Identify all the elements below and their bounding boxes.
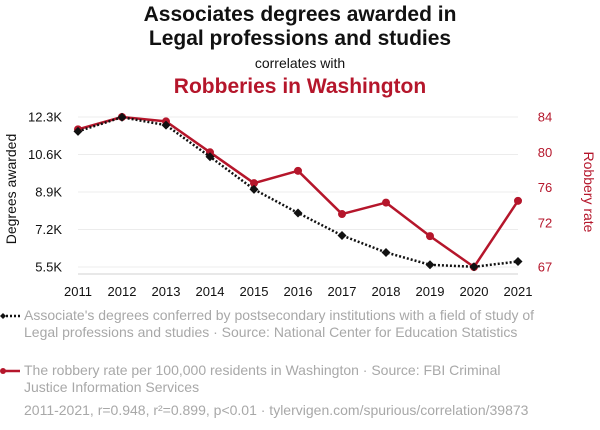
chart-title-line-1: Associates degrees awarded in	[143, 3, 457, 26]
x-tick-label: 2021	[504, 284, 533, 299]
chart-title-line-2: Legal professions and studies	[148, 27, 452, 50]
left-tick-label: 8.9K	[35, 185, 62, 200]
right-tick-label: 84	[538, 110, 552, 125]
x-tick-label: 2020	[460, 284, 489, 299]
degrees-point	[381, 247, 391, 257]
x-tick-label: 2015	[240, 284, 269, 299]
degrees-point	[513, 256, 523, 266]
degrees-point	[205, 152, 215, 162]
x-tick-label: 2012	[108, 284, 137, 299]
x-tick-label: 2011	[64, 284, 92, 299]
right-tick-label: 80	[538, 145, 552, 160]
x-tick-label: 2014	[196, 284, 225, 299]
right-tick-label: 72	[538, 215, 552, 230]
x-tick-label: 2019	[416, 284, 445, 299]
right-axis-title: Robbery rate	[581, 152, 597, 233]
correlates-with-label: correlates with	[254, 55, 346, 71]
right-tick-label: 76	[538, 180, 552, 195]
x-tick-label: 2017	[328, 284, 357, 299]
legend-key-robbery-icon	[0, 368, 20, 374]
x-tick-label: 2016	[284, 284, 313, 299]
robbery-point	[382, 198, 390, 207]
x-tick-label: 2018	[372, 284, 401, 299]
degrees-point	[425, 260, 435, 270]
robbery-point	[294, 166, 302, 175]
left-tick-label: 12.3K	[28, 110, 62, 125]
legend-text-robbery: The robbery rate per 100,000 residents i…	[24, 362, 501, 395]
right-tick-label: 67	[538, 260, 552, 275]
degrees-point	[249, 184, 259, 194]
robbery-point	[250, 179, 258, 188]
degrees-point	[337, 230, 347, 240]
robbery-point	[338, 210, 346, 219]
robbery-point	[426, 232, 434, 241]
x-tick-label: 2013	[152, 284, 181, 299]
footer-stats: 2011-2021, r=0.948, r²=0.899, p<0.01 · t…	[24, 402, 529, 418]
legend-text-degrees: Associate's degrees conferred by postsec…	[24, 307, 535, 340]
chart-title-block: Associates degrees awarded in Legal prof…	[0, 3, 600, 100]
degrees-point	[73, 126, 83, 136]
degrees-point	[293, 208, 303, 218]
legend-key-degrees-icon	[0, 313, 20, 319]
degrees-point	[161, 120, 171, 130]
robbery-point	[514, 196, 522, 205]
left-tick-label: 10.6K	[28, 147, 62, 162]
left-tick-label: 5.5K	[35, 260, 62, 275]
left-axis-title: Degrees awarded	[3, 134, 19, 245]
chart-svg: 5.5K 7.2K 8.9K 10.6K 12.3K 67 72 76 80 84 2011 2012…	[3, 110, 597, 300]
degrees-point	[117, 112, 127, 122]
degrees-point	[469, 262, 479, 272]
left-tick-label: 7.2K	[35, 222, 62, 237]
secondary-series-title: Robberies in Washington	[173, 75, 427, 98]
